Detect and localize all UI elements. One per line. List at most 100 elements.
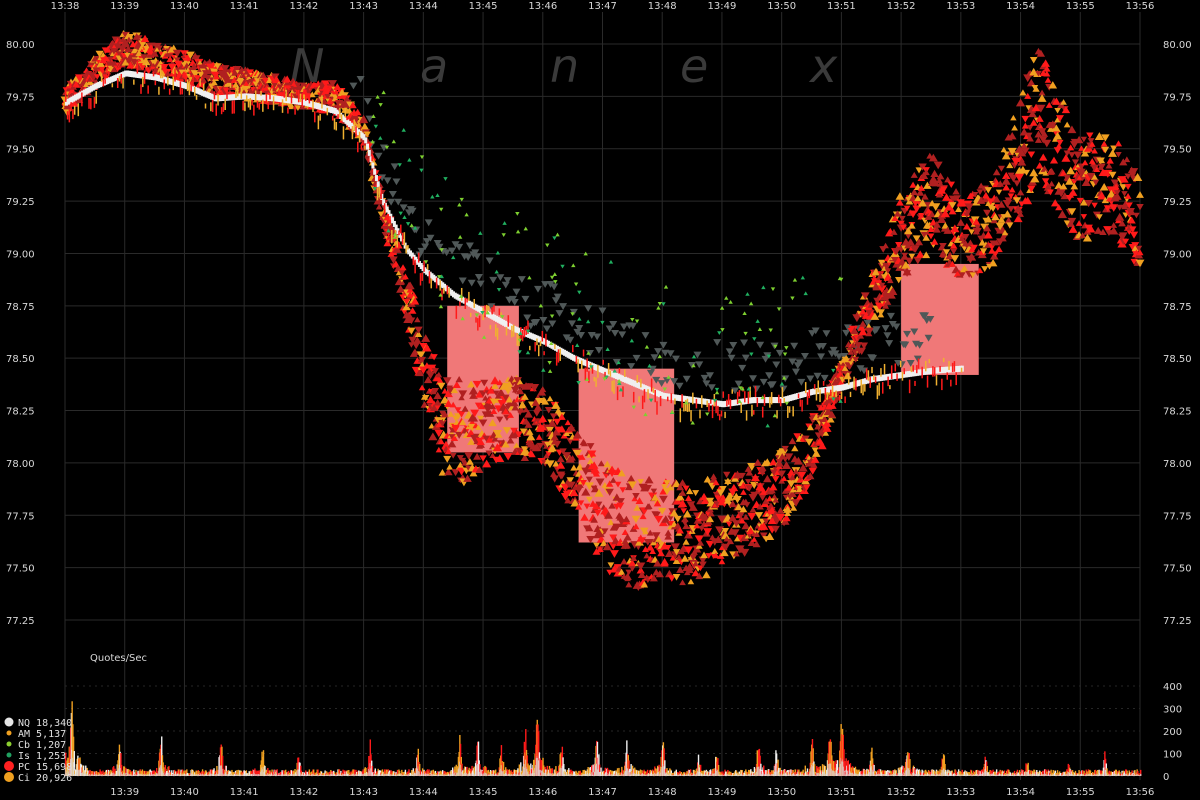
nq-volume-bar	[102, 774, 105, 776]
nq-volume-bar	[279, 774, 281, 776]
nq-volume-bar	[234, 774, 237, 776]
quotes-per-sec-bar	[201, 769, 204, 776]
nq-bid-mark	[957, 365, 961, 372]
bid-jitter-mark	[636, 375, 639, 383]
bid-jitter-mark	[443, 287, 445, 294]
ask-quote-mark	[485, 450, 493, 457]
nq-volume-bar	[303, 774, 306, 776]
ask-quote-mark	[1068, 152, 1076, 159]
bid-jitter-mark	[527, 320, 529, 334]
nq-bid-mark	[733, 399, 737, 406]
ask-quote-mark	[767, 516, 777, 525]
bid-jitter-mark	[167, 76, 169, 86]
quotes-per-sec-bar	[263, 765, 265, 776]
green-quote-mark	[772, 413, 778, 418]
nq-bid-mark	[125, 70, 129, 77]
nq-volume-bar	[65, 772, 68, 776]
nq-volume-bar	[138, 774, 141, 776]
quotes-per-sec-bar	[210, 769, 212, 776]
quotes-per-sec-bar	[330, 771, 333, 776]
quotes-per-sec-bar	[80, 763, 82, 776]
quotes-per-sec-bar	[120, 753, 122, 776]
nq-bid-mark	[702, 398, 706, 405]
quotes-per-sec-bar	[206, 772, 209, 776]
nq-volume-bar	[258, 774, 260, 776]
nq-bid-mark	[566, 351, 570, 358]
bid-jitter-mark	[822, 380, 825, 386]
nq-bid-mark	[99, 81, 103, 88]
bid-jitter-mark	[400, 224, 402, 234]
ask-quote-mark	[1004, 216, 1013, 224]
nq-volume-bar	[69, 765, 71, 776]
bid-jitter-mark	[314, 111, 316, 123]
ask-quote-mark	[703, 528, 713, 536]
nq-volume-bar	[365, 773, 367, 776]
nq-bid-mark	[885, 374, 889, 381]
ask-quote-mark	[917, 213, 925, 219]
nq-bid-mark	[222, 94, 226, 101]
nq-volume-bar	[77, 768, 79, 776]
ask-quote-mark	[959, 199, 968, 207]
bid-jitter-mark	[720, 410, 723, 417]
ask-quote-mark	[593, 470, 600, 477]
ask-quote-mark	[515, 431, 523, 438]
quotes-per-sec-bar	[307, 771, 309, 776]
time-tick-bottom: 13:52	[887, 787, 916, 798]
ask-quote-mark	[776, 507, 785, 514]
ask-quote-mark	[1067, 208, 1077, 216]
ask-quote-mark	[491, 435, 499, 442]
nq-bid-mark	[720, 401, 724, 408]
nq-volume-bar	[342, 773, 344, 776]
nq-volume-bar	[196, 774, 198, 776]
nq-volume-bar	[194, 774, 197, 776]
ask-quote-mark	[947, 181, 955, 188]
nq-volume-bar	[331, 774, 333, 776]
gray-quote-mark	[422, 238, 431, 245]
ask-quote-mark	[995, 189, 1003, 196]
quotes-per-sec-bar	[355, 771, 358, 776]
ask-quote-mark	[553, 418, 562, 426]
ask-quote-mark	[210, 79, 218, 86]
quotes-per-sec-bar	[318, 773, 321, 776]
bid-jitter-mark	[116, 78, 119, 88]
bid-jitter-mark	[602, 359, 604, 365]
ask-quote-mark	[937, 215, 947, 224]
ask-quote-mark	[1048, 122, 1057, 130]
quotes-per-sec-bar	[67, 757, 69, 776]
green-quote-mark	[757, 327, 763, 332]
nq-bid-mark	[197, 88, 201, 95]
ask-quote-mark	[533, 403, 543, 411]
price-tick-left: 79.00	[6, 249, 35, 260]
ask-quote-mark	[1070, 182, 1079, 190]
ask-quote-mark	[1080, 149, 1090, 157]
quotes-per-sec-bar	[319, 772, 321, 776]
nq-bid-mark	[910, 370, 914, 377]
quotes-per-sec-bar	[360, 771, 362, 776]
quotes-per-sec-bar	[143, 770, 145, 776]
bid-jitter-mark	[389, 216, 391, 221]
quotes-per-sec-bar	[70, 712, 73, 776]
ask-quote-mark	[513, 377, 522, 385]
gray-quote-mark	[906, 360, 915, 367]
nq-bid-mark	[534, 334, 538, 341]
nq-volume-bar	[127, 773, 129, 776]
nq-volume-bar	[199, 775, 202, 776]
ask-quote-mark	[741, 521, 751, 530]
ask-quote-mark	[578, 454, 586, 460]
bid-jitter-mark	[595, 377, 597, 387]
quotes-per-sec-bar	[375, 773, 377, 776]
bid-jitter-mark	[398, 230, 400, 236]
ask-quote-mark	[1053, 147, 1062, 154]
bid-jitter-mark	[792, 406, 794, 417]
nq-volume-bar	[354, 775, 356, 776]
bid-jitter-mark	[487, 305, 490, 311]
nq-bid-mark	[84, 88, 88, 95]
nq-bid-mark	[145, 73, 149, 80]
nq-bid-mark	[833, 385, 837, 392]
ask-quote-mark	[625, 581, 633, 588]
nq-volume-bar	[360, 774, 363, 776]
ask-quote-mark	[1068, 225, 1078, 233]
nq-bid-mark	[140, 72, 144, 79]
quotes-per-sec-bar	[366, 772, 369, 776]
ask-quote-mark	[670, 543, 680, 552]
